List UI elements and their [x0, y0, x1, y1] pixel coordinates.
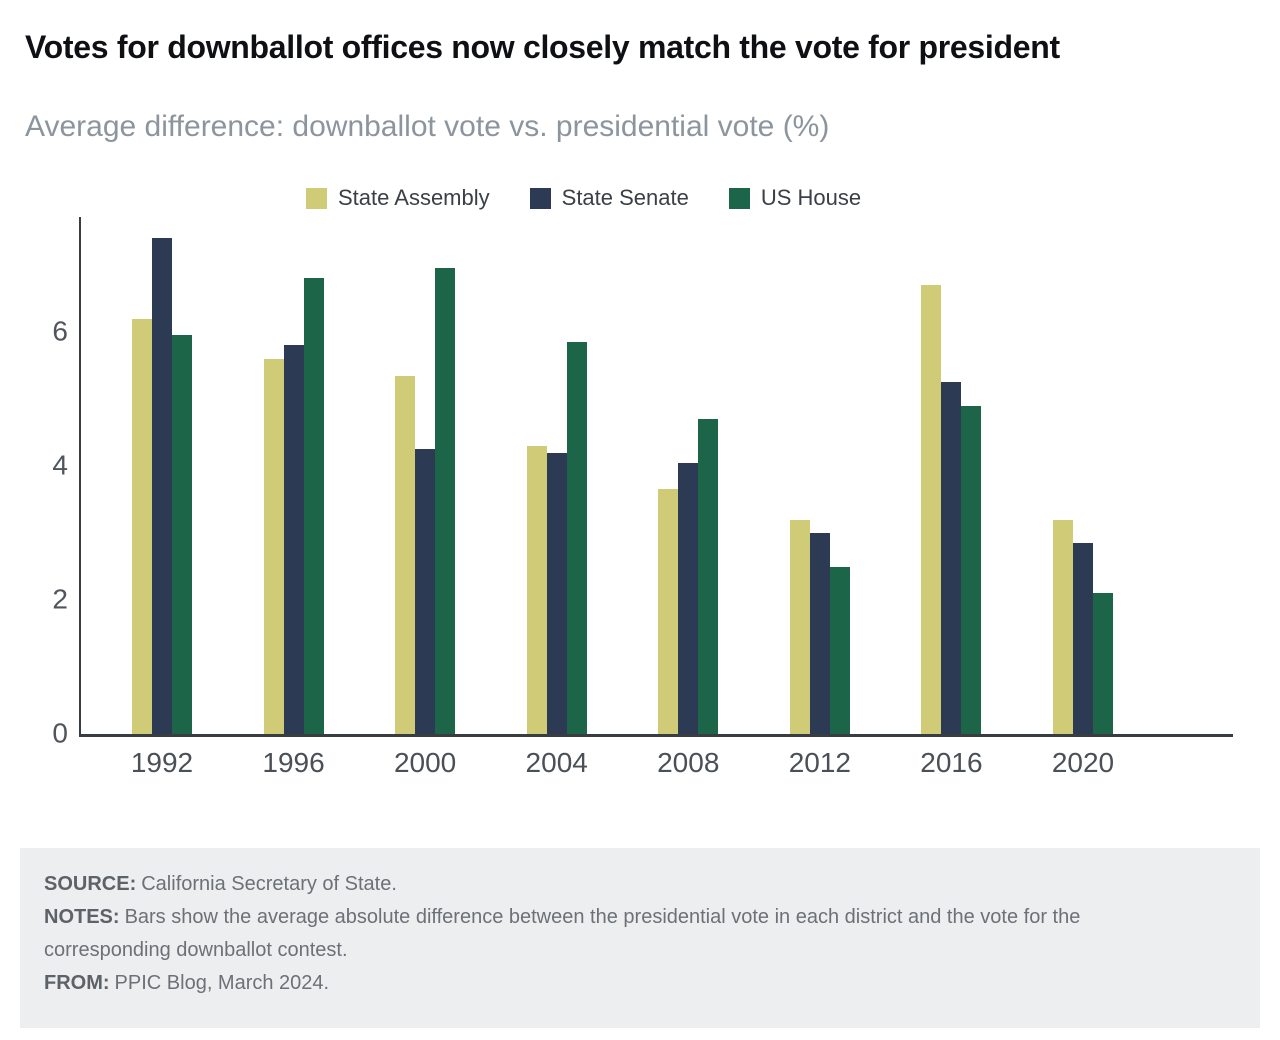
y-tick-label: 2: [52, 583, 68, 615]
legend: State Assembly State Senate US House: [306, 185, 861, 211]
bar-state-assembly-2000: [395, 375, 416, 734]
bar-us-house-2020: [1092, 593, 1113, 734]
bar-state-assembly-2020: [1052, 519, 1073, 734]
bar-state-senate-2012: [809, 533, 830, 734]
footer: SOURCE: California Secretary of State. NO…: [20, 848, 1260, 1028]
bar-state-assembly-1996: [263, 358, 284, 734]
state-senate-swatch-icon: [529, 187, 551, 209]
bar-us-house-2008: [698, 419, 719, 734]
bar-state-senate-1992: [152, 238, 172, 734]
legend-item-state-assembly: State Assembly: [306, 185, 490, 211]
notes-text: Bars show the average absolute differenc…: [44, 906, 1081, 961]
bar-us-house-2016: [961, 405, 982, 734]
x-tick-label-2008: 2008: [657, 747, 720, 778]
chart-subtitle: Average difference: downballot vote vs. …: [25, 110, 830, 143]
bar-us-house-2012: [829, 566, 850, 734]
bar-state-senate-2020: [1072, 543, 1093, 734]
bar-state-assembly-2016: [921, 285, 942, 734]
bar-state-senate-1996: [283, 345, 304, 734]
bar-us-house-1992: [172, 335, 192, 734]
y-tick-label: 6: [52, 315, 68, 347]
notes-line: NOTES: Bars show the average absolute dif…: [44, 901, 1204, 967]
x-tick-label-2016: 2016: [920, 747, 983, 778]
y-tick-label: 0: [52, 717, 68, 749]
legend-label: State Assembly: [338, 185, 490, 210]
notes-label: NOTES:: [44, 906, 120, 928]
from-line: FROM: PPIC Blog, March 2024.: [44, 967, 1236, 1000]
x-tick-label-2000: 2000: [393, 747, 457, 778]
source-text: California Secretary of State.: [141, 873, 397, 895]
bar-state-assembly-1992: [132, 318, 152, 734]
x-tick-label-1996: 1996: [262, 747, 325, 778]
bar-us-house-1996: [303, 278, 324, 734]
state-assembly-swatch-icon: [306, 187, 327, 209]
y-axis-line: [79, 217, 81, 736]
bar-state-assembly-2012: [789, 519, 810, 734]
y-tick-label: 4: [52, 449, 68, 481]
bar-chart-plot-area: 0 2 4 6 1992 1996 2000 2004 2008 2012 2016 2020: [52, 217, 1233, 778]
bar-state-senate-2000: [415, 449, 436, 734]
x-tick-label-1992: 1992: [130, 747, 194, 778]
legend-label: State Senate: [561, 185, 689, 210]
legend-item-us-house: US House: [728, 185, 862, 211]
bar-state-senate-2008: [678, 462, 699, 734]
x-tick-label-2012: 2012: [788, 747, 851, 778]
bar-state-assembly-2008: [658, 489, 679, 734]
legend-label: US House: [760, 185, 862, 210]
x-tick-label-2020: 2020: [1051, 747, 1115, 778]
bar-state-senate-2004: [546, 452, 567, 734]
bar-us-house-2004: [566, 342, 587, 734]
source-label: SOURCE:: [44, 873, 137, 895]
bar-state-assembly-2004: [526, 445, 547, 734]
chart-title: Votes for downballot offices now closely…: [25, 29, 1060, 66]
bar-us-house-2000: [435, 268, 456, 734]
from-text: PPIC Blog, March 2024.: [114, 972, 330, 994]
bar-state-senate-2016: [941, 382, 962, 734]
x-tick-label-2004: 2004: [525, 747, 588, 778]
from-label: FROM:: [44, 972, 110, 994]
us-house-swatch-icon: [728, 187, 750, 209]
source-line: SOURCE: California Secretary of State.: [44, 868, 1236, 901]
x-axis-line: [79, 734, 1233, 737]
legend-item-state-senate: State Senate: [529, 185, 689, 211]
